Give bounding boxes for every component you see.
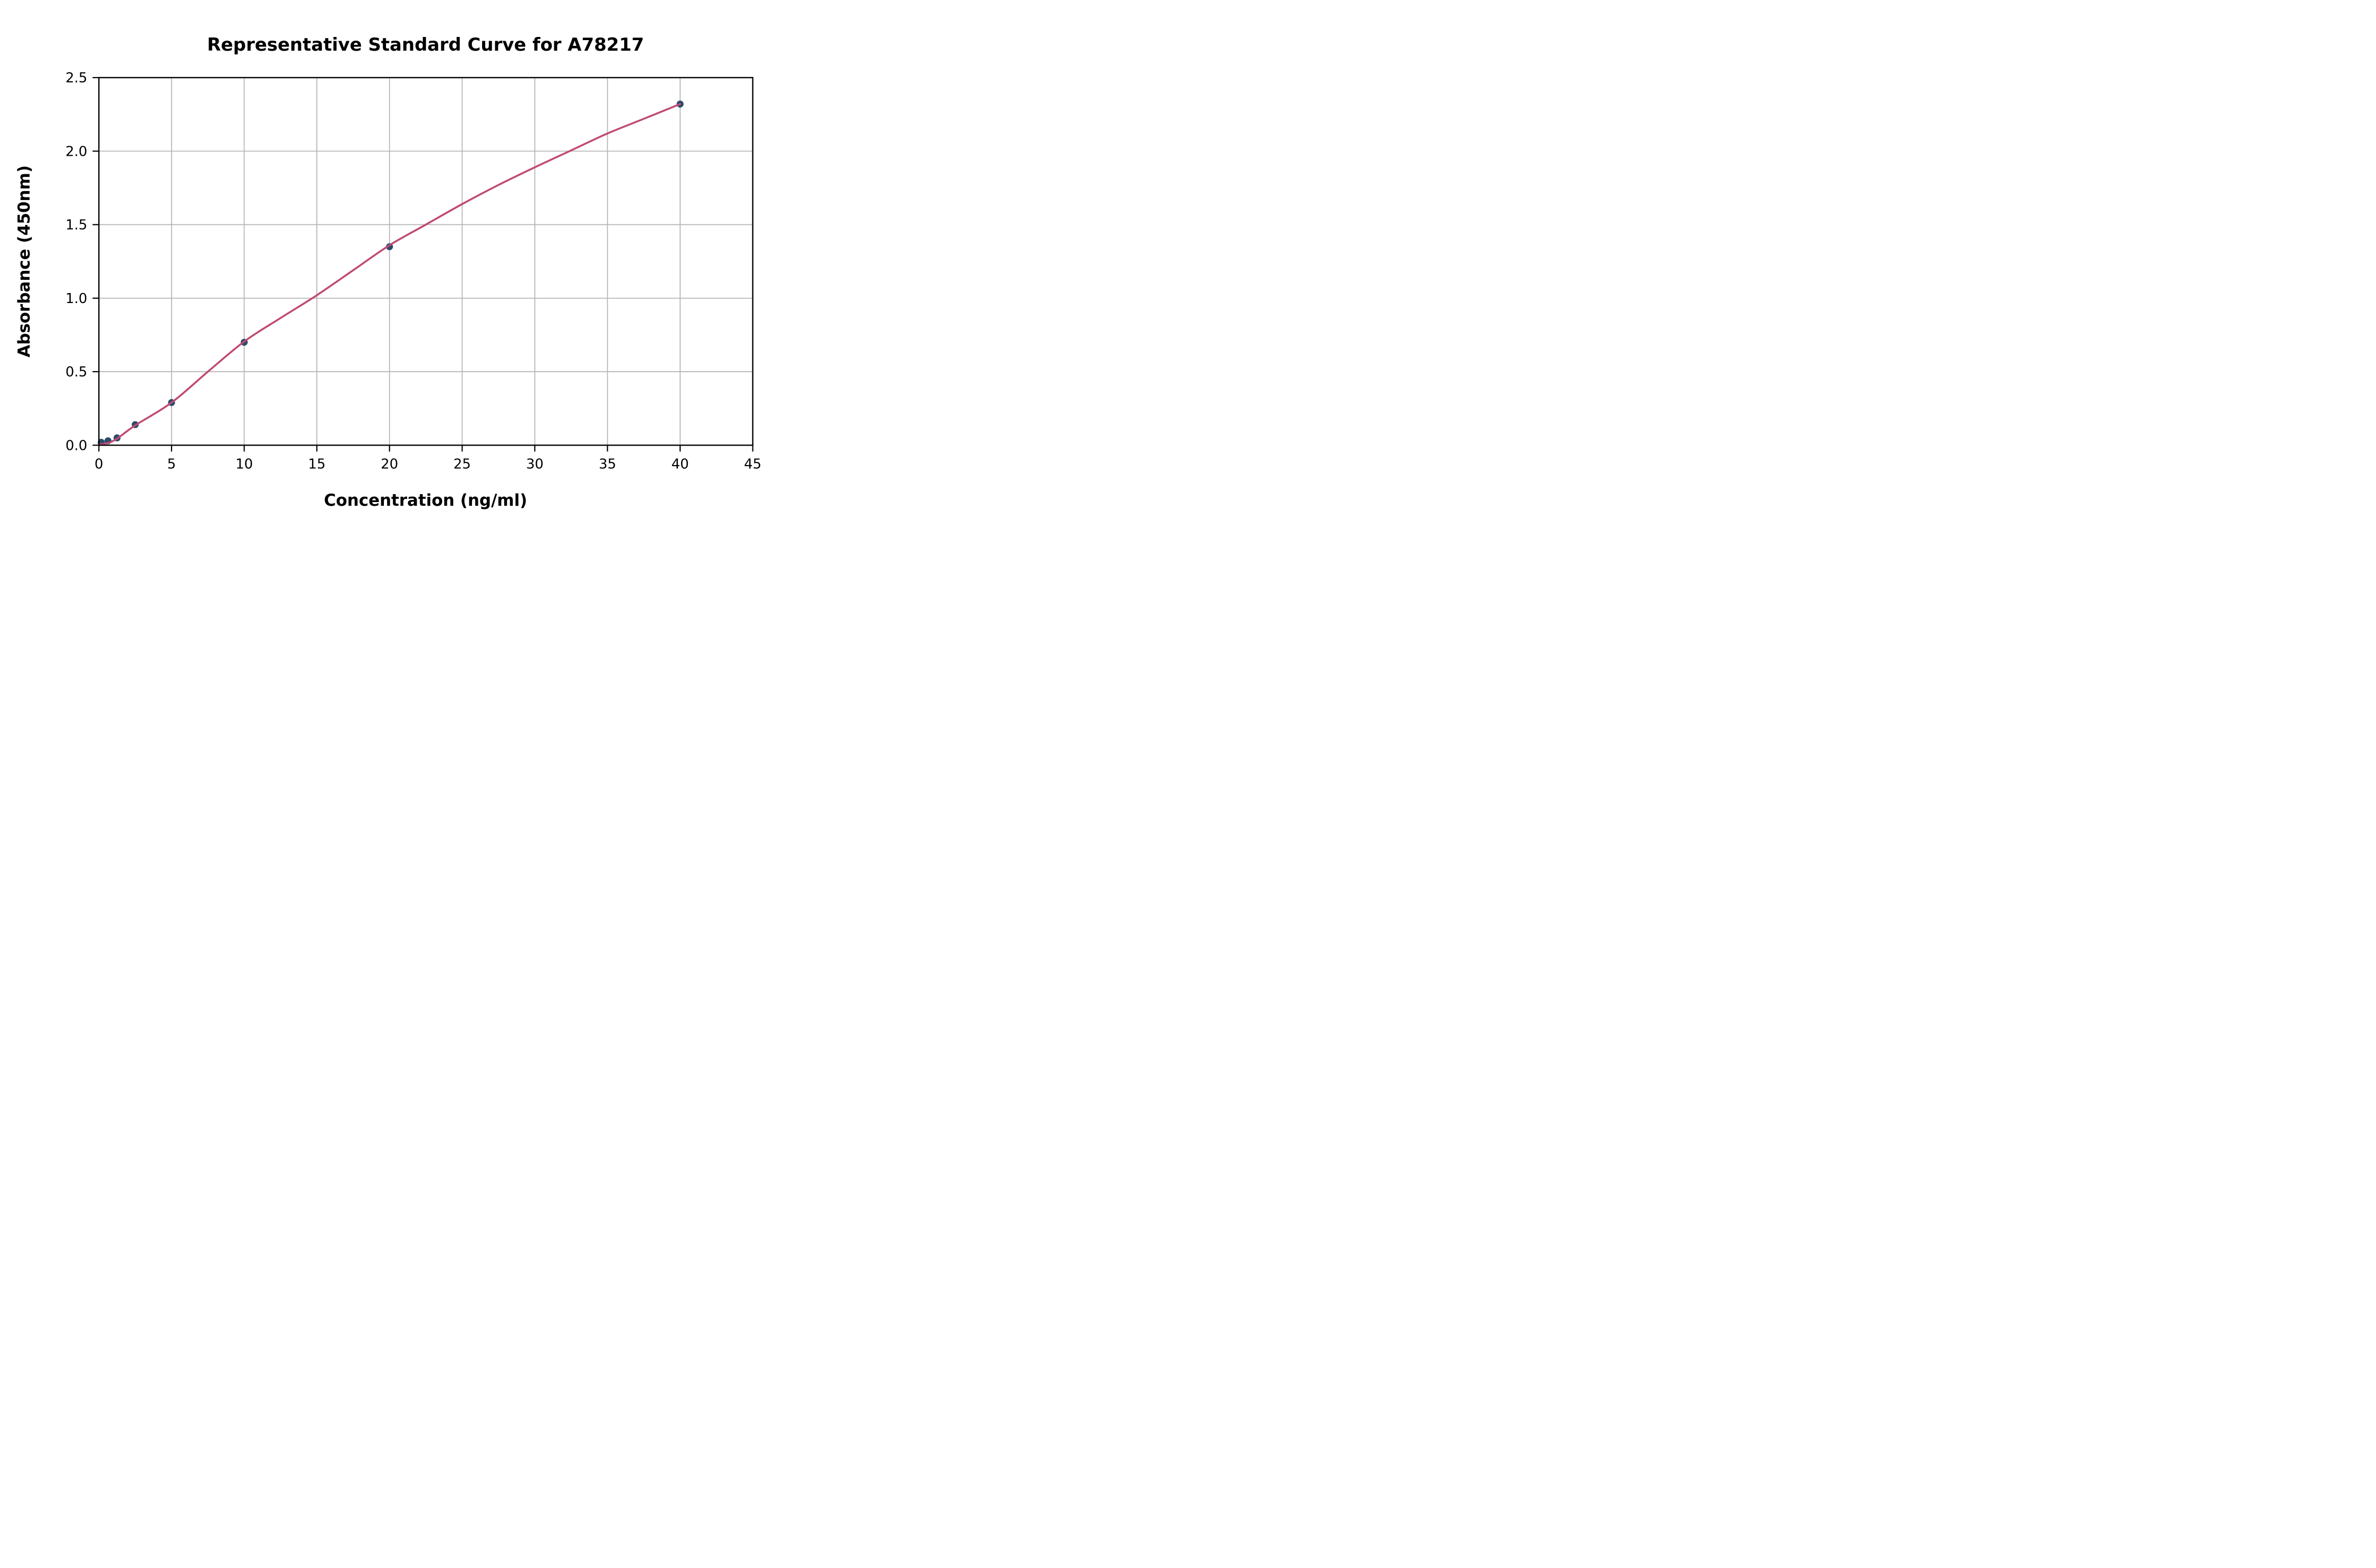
y-tick-label-0: 0.0 — [65, 438, 87, 454]
x-tick-label-10: 10 — [235, 456, 253, 472]
plot-border — [98, 77, 753, 446]
y-tick-label-2.5: 2.5 — [65, 70, 87, 86]
x-tick-label-40: 40 — [672, 456, 689, 472]
x-tick-label-0: 0 — [95, 456, 103, 472]
figure: 0 5 10 15 20 25 30 35 40 45 0.0 0.5 1.0 1.5 2.0 2.5 Rep… — [0, 0, 792, 523]
y-tick-label-1: 1.0 — [65, 291, 87, 307]
x-tick-label-15: 15 — [308, 456, 326, 472]
standard-curve-chart: 0 5 10 15 20 25 30 35 40 45 0.0 0.5 1.0 1.5 2.0 2.5 Rep… — [0, 0, 792, 523]
fitted-curve — [99, 103, 681, 446]
x-tick-label-30: 30 — [526, 456, 543, 472]
figure-background — [0, 0, 792, 523]
tick-label-layer: 0 5 10 15 20 25 30 35 40 45 0.0 0.5 1.0 1.5 2.0 2.5 — [65, 70, 761, 472]
curve-layer — [99, 103, 681, 446]
tick-layer — [92, 77, 753, 452]
spine-layer — [98, 77, 753, 446]
x-tick-label-45: 45 — [744, 456, 761, 472]
y-tick-label-0.5: 0.5 — [65, 364, 87, 380]
y-tick-label-1.5: 1.5 — [65, 218, 87, 233]
y-tick-label-2: 2.0 — [65, 144, 87, 159]
y-axis-label: Absorbance (450nm) — [15, 165, 34, 357]
x-axis-label: Concentration (ng/ml) — [324, 491, 527, 510]
chart-title: Representative Standard Curve for A78217 — [207, 34, 644, 55]
x-tick-label-20: 20 — [381, 456, 398, 472]
x-tick-label-5: 5 — [167, 456, 176, 472]
x-tick-label-25: 25 — [454, 456, 471, 472]
x-tick-label-35: 35 — [599, 456, 616, 472]
